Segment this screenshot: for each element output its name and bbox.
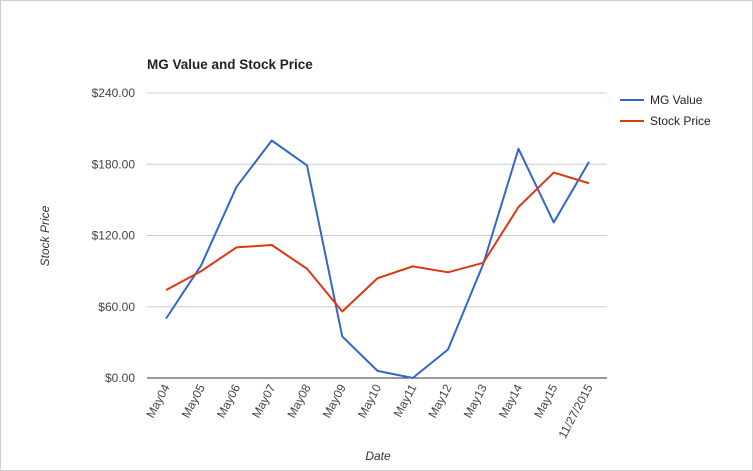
legend: MG Value Stock Price xyxy=(620,93,711,128)
x-tick-label: May15 xyxy=(531,382,560,421)
x-tick-label: May13 xyxy=(461,382,490,421)
y-tick-label: $120.00 xyxy=(92,229,136,243)
x-tick-label: May08 xyxy=(284,382,313,421)
x-tick-label: May14 xyxy=(496,382,525,421)
y-tick-label: $240.00 xyxy=(92,86,136,100)
gridlines xyxy=(147,92,607,379)
x-tick-label: 11/27/2015 xyxy=(556,382,596,441)
y-axis-ticks: $0.00 $60.00 $120.00 $180.00 $240.00 xyxy=(92,86,136,385)
x-tick-label: May11 xyxy=(391,382,420,420)
x-axis-title: Date xyxy=(365,449,391,463)
series-line-stock-price xyxy=(165,171,590,313)
x-axis-ticks: May04 May05 May06 May07 May08 May09 May10 May11… xyxy=(143,382,595,441)
x-tick-label: May10 xyxy=(355,382,384,421)
y-tick-label: $180.00 xyxy=(92,157,136,171)
x-tick-label: May04 xyxy=(143,382,172,421)
legend-label: Stock Price xyxy=(650,114,711,128)
x-tick-label: May07 xyxy=(249,382,278,421)
chart-title: MG Value and Stock Price xyxy=(147,57,313,72)
y-tick-label: $0.00 xyxy=(105,371,135,385)
x-tick-label: May12 xyxy=(425,382,454,421)
series-line-mg-value xyxy=(165,139,590,379)
series-lines xyxy=(165,139,590,379)
x-tick-label: May09 xyxy=(320,382,349,421)
x-tick-label: May05 xyxy=(179,382,208,421)
y-axis-title: Stock Price xyxy=(38,205,52,266)
legend-label: MG Value xyxy=(650,93,703,107)
y-tick-label: $60.00 xyxy=(98,300,135,314)
x-tick-label: May06 xyxy=(214,382,243,421)
